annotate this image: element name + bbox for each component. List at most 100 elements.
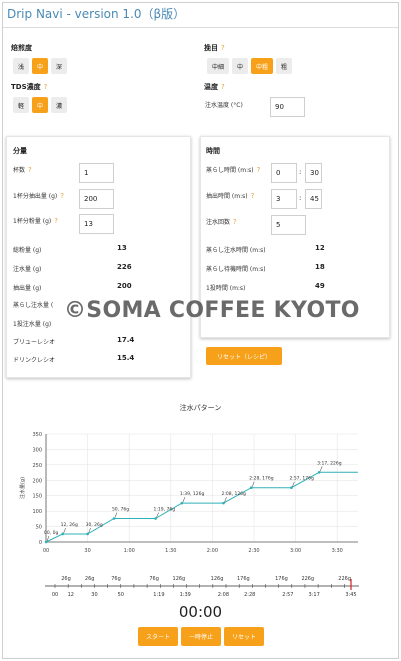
roast-option-medium[interactable]: 中 bbox=[32, 58, 49, 74]
cups-input[interactable]: 1 bbox=[79, 163, 114, 183]
x-tick-label: 00 bbox=[43, 548, 49, 554]
powder-amount-label: 1杯分粉量 (g)? bbox=[13, 217, 58, 225]
extract-amount-label: 1杯分抽出量 (g)? bbox=[13, 192, 64, 200]
data-label: 2:57, 176g bbox=[289, 476, 314, 482]
watermark: ©SOMA COFFEE KYOTO bbox=[64, 298, 360, 323]
grind-option-medium-fine[interactable]: 中細 bbox=[207, 58, 230, 74]
grind-option-coarse[interactable]: 粗 bbox=[276, 58, 293, 74]
x-tick-label: 3:00 bbox=[290, 548, 301, 554]
annotation-pointer bbox=[46, 535, 50, 542]
data-label: 1:19, 76g bbox=[154, 507, 176, 513]
water-temp-input[interactable]: 90 bbox=[270, 97, 305, 117]
temp-help-icon[interactable]: ? bbox=[221, 83, 225, 91]
pours-input[interactable]: 5 bbox=[271, 215, 306, 235]
powder-amount-help-icon[interactable]: ? bbox=[54, 217, 58, 225]
data-label: 00, 0g bbox=[44, 530, 58, 536]
roast-label: 焙煎度 bbox=[11, 44, 32, 52]
timeline-time-label: 3:17 bbox=[309, 592, 320, 598]
data-point bbox=[44, 540, 48, 544]
start-button[interactable]: スタート bbox=[138, 627, 178, 646]
roast-option-dark[interactable]: 深 bbox=[51, 58, 68, 74]
bloom-time-help-icon[interactable]: ? bbox=[256, 166, 261, 174]
tds-option-medium[interactable]: 中 bbox=[32, 97, 49, 113]
x-tick-label: 2:00 bbox=[207, 548, 218, 554]
extract-amount-help-icon[interactable]: ? bbox=[60, 192, 64, 200]
y-tick-label: 0 bbox=[39, 540, 42, 546]
timeline-time-label: 3:45 bbox=[345, 592, 356, 598]
timeline-time-label: 1:19 bbox=[153, 592, 164, 598]
annotation-pointer bbox=[319, 466, 323, 472]
powder-amount-input[interactable]: 13 bbox=[79, 214, 114, 234]
tds-option-strong[interactable]: 濃 bbox=[51, 97, 68, 113]
bloom-wait-time-value: 18 bbox=[315, 263, 325, 271]
timeline-weight-label: 76g bbox=[111, 576, 121, 582]
annotation-pointer bbox=[63, 527, 66, 534]
grind-help-icon[interactable]: ? bbox=[221, 44, 225, 52]
grind-label: 挽目? bbox=[204, 44, 225, 52]
grind-option-medium[interactable]: 中 bbox=[232, 58, 249, 74]
series-line bbox=[45, 471, 358, 543]
cups-help-icon[interactable]: ? bbox=[28, 166, 32, 174]
chart-title: 注水パターン bbox=[179, 404, 222, 412]
bloom-minutes-input[interactable]: 0 bbox=[271, 163, 297, 183]
bloom-water-label: 蒸らし注水量 ( bbox=[13, 302, 54, 309]
water-amount-label: 注水量 (g) bbox=[13, 266, 42, 273]
data-label: 50, 76g bbox=[112, 507, 129, 513]
extract-minutes-input[interactable]: 3 bbox=[271, 189, 297, 209]
pause-button[interactable]: 一時停止 bbox=[181, 627, 221, 646]
extract-seconds-input[interactable]: 45 bbox=[305, 189, 322, 209]
timeline-time-label: 50 bbox=[118, 592, 124, 598]
extract-time-colon: : bbox=[299, 194, 302, 202]
pours-help-icon[interactable]: ? bbox=[233, 218, 237, 226]
time-title: 時間 bbox=[206, 147, 220, 155]
data-label: 3:17, 226g bbox=[317, 460, 342, 466]
timeline-time-label: 2:08 bbox=[218, 592, 229, 598]
pour-timeline: 26g 26g 76g 76g 126g 126g 176g 176g 226g 226g 00 12… bbox=[45, 576, 359, 598]
reset-recipe-button[interactable]: リセット（レシピ） bbox=[206, 347, 282, 365]
app-title: Drip Navi - version 1.0（β版） bbox=[7, 7, 186, 21]
cups-label: 杯数? bbox=[13, 166, 32, 174]
reset-button[interactable]: リセット bbox=[224, 627, 264, 646]
data-label: 2:28, 176g bbox=[249, 476, 274, 482]
grind-option-medium-coarse[interactable]: 中粗 bbox=[251, 58, 274, 74]
extract-total-label: 抽出量 (g) bbox=[13, 285, 42, 292]
annotation-pointer bbox=[251, 481, 255, 487]
extract-total-value: 200 bbox=[117, 282, 132, 290]
y-tick-label: 100 bbox=[32, 509, 42, 515]
annotation-pointer bbox=[156, 512, 159, 518]
roast-option-light[interactable]: 浅 bbox=[13, 58, 30, 74]
timeline-time-label: 2:28 bbox=[244, 592, 255, 598]
tds-option-light[interactable]: 軽 bbox=[13, 97, 30, 113]
x-tick-label: 3:30 bbox=[332, 548, 343, 554]
tds-help-icon[interactable]: ? bbox=[43, 83, 48, 91]
x-tick-label: 30 bbox=[84, 548, 90, 554]
tds-options: 軽 中 濃 bbox=[13, 97, 68, 113]
title-divider bbox=[3, 27, 398, 28]
y-tick-label: 200 bbox=[32, 478, 42, 484]
y-tick-label: 250 bbox=[32, 463, 42, 469]
extract-time-help-icon[interactable]: ? bbox=[250, 192, 255, 200]
annotation-pointer bbox=[224, 497, 227, 503]
annotation-pointer bbox=[292, 481, 295, 487]
data-point bbox=[61, 532, 64, 536]
pour-water-label: 1投注水量 (g) bbox=[13, 321, 52, 328]
timeline-weight-label: 26g bbox=[85, 576, 95, 582]
timeline-time-label: 1:39 bbox=[180, 592, 191, 598]
timeline-weight-label: 76g bbox=[149, 576, 159, 582]
bloom-seconds-input[interactable]: 30 bbox=[305, 163, 322, 183]
amount-title: 分量 bbox=[13, 147, 27, 155]
y-tick-label: 150 bbox=[32, 494, 42, 500]
timeline-weight-label: 176g bbox=[275, 576, 288, 582]
timeline-time-label: 12 bbox=[68, 592, 74, 598]
total-powder-label: 総粉量 (g) bbox=[13, 247, 42, 254]
extract-amount-input[interactable]: 200 bbox=[79, 189, 114, 209]
total-powder-value: 13 bbox=[117, 244, 127, 252]
timeline-time-label: 2:57 bbox=[282, 592, 293, 598]
data-point bbox=[222, 501, 225, 505]
y-tick-label: 300 bbox=[32, 447, 42, 453]
water-temp-label: 注水温度 (°C) bbox=[205, 102, 243, 109]
grind-options: 中細 中 中粗 粗 bbox=[207, 58, 293, 74]
brew-ratio-label: ブリューレシオ bbox=[13, 339, 56, 346]
drink-ratio-label: ドリンクレシオ bbox=[13, 357, 56, 364]
data-label: 12, 26g bbox=[61, 522, 78, 528]
